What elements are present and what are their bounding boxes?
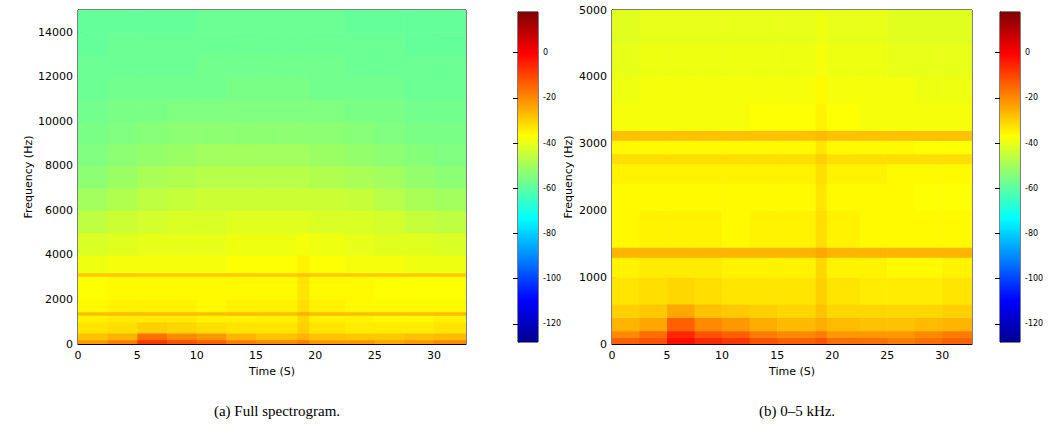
svg-text:30: 30 — [935, 349, 949, 362]
svg-text:-60: -60 — [543, 184, 556, 193]
svg-text:Time (S): Time (S) — [248, 365, 295, 378]
svg-text:3000: 3000 — [579, 137, 607, 150]
svg-text:-20: -20 — [543, 93, 556, 102]
svg-text:6000: 6000 — [45, 204, 73, 217]
svg-text:0: 0 — [600, 338, 607, 351]
svg-text:0: 0 — [543, 48, 548, 57]
svg-text:20: 20 — [825, 349, 839, 362]
svg-text:2000: 2000 — [579, 204, 607, 217]
svg-text:5: 5 — [134, 349, 141, 362]
svg-text:Time (S): Time (S) — [768, 365, 815, 378]
svg-text:30: 30 — [427, 349, 441, 362]
svg-text:-80: -80 — [543, 229, 556, 238]
svg-text:-100: -100 — [543, 274, 561, 283]
svg-text:-40: -40 — [1025, 139, 1038, 148]
svg-text:4000: 4000 — [579, 70, 607, 83]
svg-text:-100: -100 — [1025, 274, 1043, 283]
svg-text:(a) Full spectrogram.: (a) Full spectrogram. — [214, 403, 340, 420]
svg-text:(b) 0–5 kHz.: (b) 0–5 kHz. — [759, 403, 835, 420]
svg-text:0: 0 — [75, 349, 82, 362]
svg-text:Frequency (Hz): Frequency (Hz) — [562, 136, 575, 219]
svg-text:12000: 12000 — [38, 70, 73, 83]
svg-text:5000: 5000 — [579, 4, 607, 17]
svg-text:20: 20 — [308, 349, 322, 362]
svg-text:5: 5 — [664, 349, 671, 362]
svg-text:-80: -80 — [1025, 229, 1038, 238]
svg-text:-20: -20 — [1025, 93, 1038, 102]
svg-text:10: 10 — [715, 349, 729, 362]
svg-text:Frequency (Hz): Frequency (Hz) — [22, 136, 35, 219]
svg-text:0: 0 — [1025, 48, 1030, 57]
svg-text:0: 0 — [609, 349, 616, 362]
svg-text:1000: 1000 — [579, 271, 607, 284]
svg-text:15: 15 — [249, 349, 263, 362]
svg-text:15: 15 — [770, 349, 784, 362]
svg-text:-120: -120 — [543, 319, 561, 328]
svg-text:25: 25 — [880, 349, 894, 362]
svg-text:-60: -60 — [1025, 184, 1038, 193]
svg-text:10000: 10000 — [38, 115, 73, 128]
svg-text:0: 0 — [66, 338, 73, 351]
svg-text:10: 10 — [190, 349, 204, 362]
svg-text:2000: 2000 — [45, 293, 73, 306]
svg-text:8000: 8000 — [45, 159, 73, 172]
svg-text:-40: -40 — [543, 139, 556, 148]
svg-text:-120: -120 — [1025, 319, 1043, 328]
svg-text:25: 25 — [368, 349, 382, 362]
svg-text:4000: 4000 — [45, 248, 73, 261]
svg-text:14000: 14000 — [38, 26, 73, 39]
